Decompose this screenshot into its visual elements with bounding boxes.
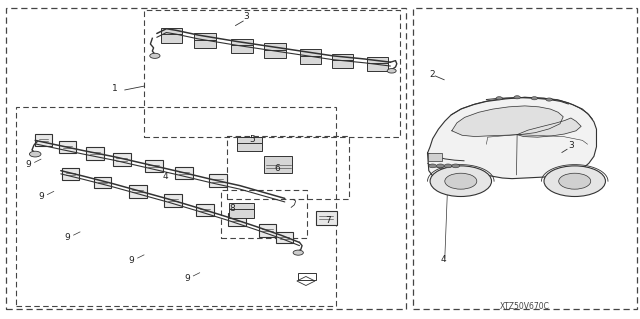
FancyBboxPatch shape xyxy=(194,33,216,41)
Circle shape xyxy=(559,173,591,189)
FancyBboxPatch shape xyxy=(161,28,182,36)
FancyBboxPatch shape xyxy=(59,141,76,153)
FancyBboxPatch shape xyxy=(264,43,286,52)
FancyBboxPatch shape xyxy=(113,153,131,166)
FancyBboxPatch shape xyxy=(231,39,253,47)
FancyBboxPatch shape xyxy=(237,137,262,145)
Text: 8: 8 xyxy=(230,204,235,213)
FancyBboxPatch shape xyxy=(367,57,388,65)
FancyBboxPatch shape xyxy=(264,50,286,58)
Text: 1: 1 xyxy=(113,84,118,93)
FancyBboxPatch shape xyxy=(231,45,253,53)
Text: 9: 9 xyxy=(129,256,134,265)
Circle shape xyxy=(293,250,303,255)
FancyBboxPatch shape xyxy=(228,213,246,226)
Circle shape xyxy=(445,173,477,189)
Bar xyxy=(144,10,400,137)
Circle shape xyxy=(496,97,502,100)
Bar xyxy=(221,190,307,238)
Text: 9: 9 xyxy=(38,192,44,201)
FancyBboxPatch shape xyxy=(164,194,182,207)
Text: 6: 6 xyxy=(275,164,280,173)
FancyBboxPatch shape xyxy=(316,211,337,225)
Bar xyxy=(16,107,336,306)
Text: 3: 3 xyxy=(568,141,573,150)
Bar xyxy=(298,273,316,280)
FancyBboxPatch shape xyxy=(332,54,353,62)
FancyBboxPatch shape xyxy=(300,49,321,57)
Bar xyxy=(227,136,349,199)
Text: 2: 2 xyxy=(429,70,435,78)
Text: 4: 4 xyxy=(163,172,168,181)
Bar xyxy=(413,8,637,309)
FancyBboxPatch shape xyxy=(86,147,104,160)
Polygon shape xyxy=(428,97,596,179)
FancyBboxPatch shape xyxy=(94,177,111,188)
FancyBboxPatch shape xyxy=(367,63,388,71)
FancyBboxPatch shape xyxy=(196,204,214,216)
Circle shape xyxy=(514,96,520,99)
FancyBboxPatch shape xyxy=(194,40,216,48)
Circle shape xyxy=(444,164,452,168)
FancyBboxPatch shape xyxy=(332,60,353,68)
Text: 9: 9 xyxy=(65,233,70,242)
FancyBboxPatch shape xyxy=(145,160,163,172)
Circle shape xyxy=(452,164,460,168)
FancyBboxPatch shape xyxy=(264,156,292,173)
FancyBboxPatch shape xyxy=(276,232,293,243)
Text: 9: 9 xyxy=(184,274,189,283)
FancyBboxPatch shape xyxy=(161,34,182,43)
FancyBboxPatch shape xyxy=(129,185,147,197)
Circle shape xyxy=(150,53,160,58)
Circle shape xyxy=(546,98,552,101)
Text: 3: 3 xyxy=(244,12,249,21)
Text: 4: 4 xyxy=(441,255,446,263)
Bar xyxy=(6,8,406,309)
Text: 7: 7 xyxy=(325,216,330,225)
FancyBboxPatch shape xyxy=(237,143,262,151)
Polygon shape xyxy=(452,106,563,137)
Circle shape xyxy=(544,166,605,197)
FancyBboxPatch shape xyxy=(62,168,79,180)
Circle shape xyxy=(430,166,492,197)
Circle shape xyxy=(387,69,396,73)
FancyBboxPatch shape xyxy=(230,203,254,211)
FancyBboxPatch shape xyxy=(35,134,52,146)
Circle shape xyxy=(436,164,444,168)
Bar xyxy=(297,277,315,286)
Bar xyxy=(428,153,442,161)
Text: XTZ50V670C: XTZ50V670C xyxy=(500,302,550,311)
FancyBboxPatch shape xyxy=(209,174,227,187)
Circle shape xyxy=(531,97,538,100)
FancyBboxPatch shape xyxy=(175,167,193,179)
Text: 5: 5 xyxy=(250,135,255,144)
FancyBboxPatch shape xyxy=(300,56,321,64)
FancyBboxPatch shape xyxy=(230,209,254,218)
Polygon shape xyxy=(517,118,581,137)
Circle shape xyxy=(29,151,41,157)
FancyBboxPatch shape xyxy=(259,224,276,237)
Text: 9: 9 xyxy=(26,160,31,169)
Circle shape xyxy=(429,164,436,168)
